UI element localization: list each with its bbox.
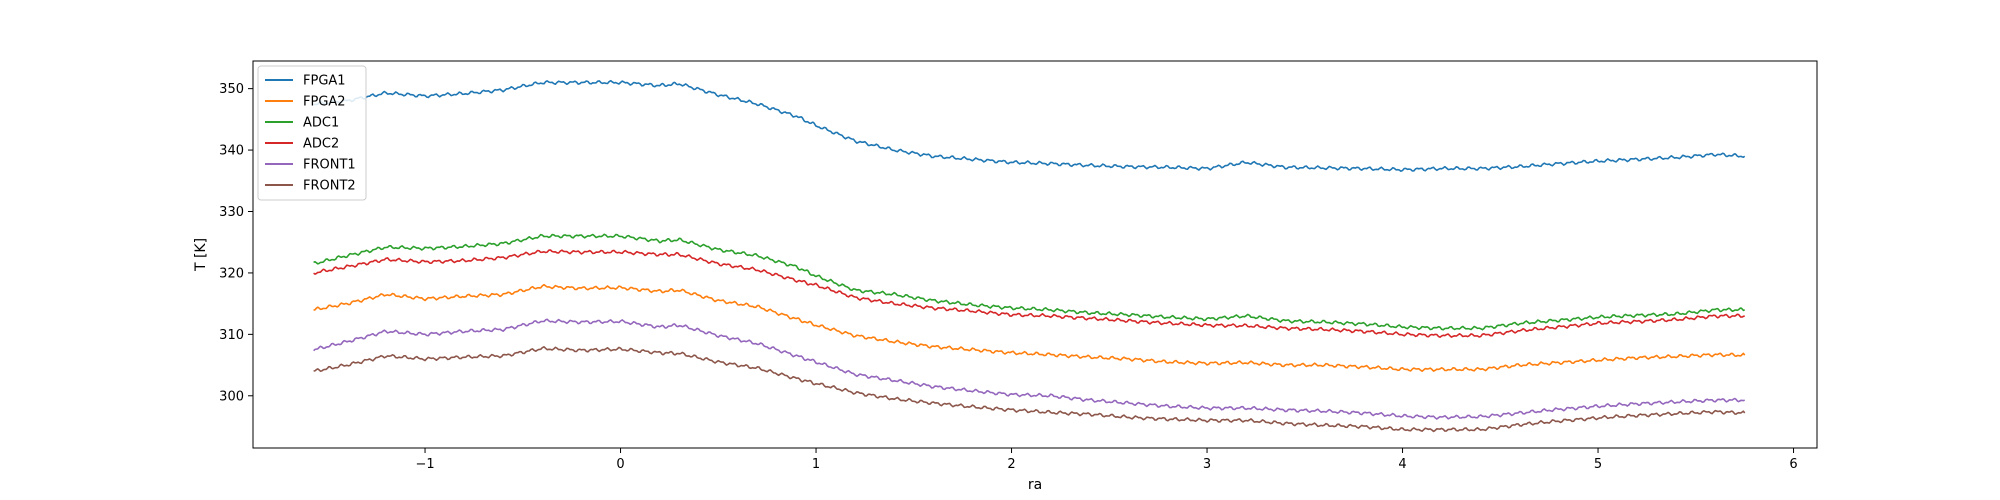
legend-label-front2: FRONT2: [303, 179, 356, 194]
legend-label-fpga2: FPGA2: [303, 95, 346, 110]
x-tick-label: 1: [812, 457, 820, 472]
axes-frame: [252, 60, 1818, 449]
series-line-front1: [313, 318, 1745, 420]
series-line-fpga1: [313, 79, 1746, 172]
legend-box: [257, 65, 367, 201]
series-line-adc1: [313, 233, 1746, 331]
series-line-front2: [313, 345, 1746, 433]
y-axis-label: T [K]: [193, 238, 209, 272]
legend-label-adc1: ADC1: [303, 116, 339, 131]
legend: FPGA1 FPGA2 ADC1 ADC2 FRONT1 FRONT2: [257, 65, 367, 201]
x-tick-label: 6: [1789, 457, 1797, 472]
y-tick-label: 350: [219, 82, 244, 97]
y-axis-ticks: 300 310 320 330 340 350: [219, 82, 253, 404]
y-tick-label: 330: [219, 205, 244, 220]
series-lines: [313, 79, 1746, 433]
x-tick-label: 0: [616, 457, 624, 472]
y-tick-label: 310: [219, 328, 244, 343]
series-line-fpga2: [313, 283, 1746, 373]
y-tick-label: 340: [219, 144, 244, 159]
y-tick-label: 300: [219, 389, 244, 404]
legend-label-front1: FRONT1: [303, 158, 356, 173]
x-axis-label: ra: [1028, 477, 1042, 493]
x-tick-label: −1: [415, 457, 434, 472]
x-tick-label: 3: [1203, 457, 1211, 472]
x-tick-label: 4: [1398, 457, 1406, 472]
y-tick-label: 320: [219, 266, 244, 281]
x-tick-label: 2: [1007, 457, 1015, 472]
legend-label-fpga1: FPGA1: [303, 74, 346, 89]
series-line-adc2: [313, 249, 1745, 339]
legend-label-adc2: ADC2: [303, 137, 339, 152]
x-axis-ticks: −1 0 1 2 3 4 5 6: [415, 448, 1798, 472]
x-tick-label: 5: [1594, 457, 1602, 472]
